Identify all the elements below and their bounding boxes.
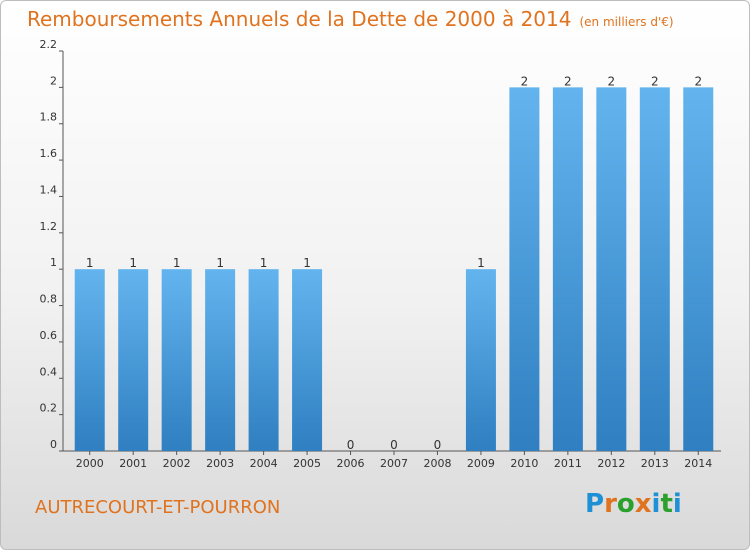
bar <box>292 269 323 451</box>
y-tick-label: 1.6 <box>40 147 58 160</box>
data-label: 1 <box>129 256 137 270</box>
data-label: 1 <box>260 256 268 270</box>
logo-letter: o <box>616 489 635 519</box>
x-tick-label: 2012 <box>597 457 625 470</box>
bar <box>639 87 670 451</box>
data-label: 1 <box>86 256 94 270</box>
data-label: 0 <box>347 438 355 452</box>
proxiti-logo: Proxiti <box>585 489 682 519</box>
bars: 1 1 1 1 1 1 0 0 0 1 2 2 2 2 2 <box>74 74 714 452</box>
data-label: 0 <box>434 438 442 452</box>
x-tick-label: 2008 <box>423 457 451 470</box>
bar <box>465 269 496 451</box>
chart-title: Remboursements Annuels de la Dette de 20… <box>27 7 572 31</box>
x-tick-label: 2005 <box>293 457 321 470</box>
data-label: 1 <box>477 256 485 270</box>
y-tick-label: 0 <box>50 438 57 451</box>
bar <box>161 269 192 451</box>
y-tick-label: 0.2 <box>40 402 58 415</box>
x-tick-label: 2014 <box>684 457 712 470</box>
y-tick-label: 0.8 <box>40 293 58 306</box>
y-tick-label: 1.4 <box>40 183 58 196</box>
logo-letter: t <box>660 489 673 519</box>
title-row: Remboursements Annuels de la Dette de 20… <box>27 7 674 31</box>
bar <box>74 269 105 451</box>
data-label: 2 <box>608 74 616 88</box>
data-label: 2 <box>651 74 659 88</box>
bar <box>596 87 627 451</box>
x-tick-label: 2004 <box>250 457 278 470</box>
logo-letter: r <box>604 489 617 519</box>
y-tick-label: 1.2 <box>40 220 58 233</box>
x-tick-label: 2006 <box>337 457 365 470</box>
x-tick-label: 2007 <box>380 457 408 470</box>
logo-letter: i <box>672 489 682 519</box>
bar <box>683 87 714 451</box>
data-label: 1 <box>216 256 224 270</box>
y-tick-label: 2.2 <box>40 38 58 51</box>
x-tick-label: 2000 <box>76 457 104 470</box>
data-label: 1 <box>173 256 181 270</box>
data-label: 1 <box>303 256 311 270</box>
chart-subtitle: (en milliers d'€) <box>579 15 674 29</box>
x-tick-label: 2011 <box>554 457 582 470</box>
x-tick-label: 2003 <box>206 457 234 470</box>
x-tick-label: 2013 <box>641 457 669 470</box>
y-tick-label: 0.4 <box>40 365 58 378</box>
x-tick-label: 2009 <box>467 457 495 470</box>
data-label: 2 <box>521 74 529 88</box>
logo-letter: x <box>634 489 652 519</box>
bar <box>248 269 279 451</box>
commune-name: AUTRECOURT-ET-POURRON <box>35 497 281 518</box>
bar <box>509 87 540 451</box>
x-tick-label: 2001 <box>119 457 147 470</box>
bar <box>118 269 149 451</box>
y-tick-label: 2 <box>50 74 57 87</box>
data-label: 0 <box>390 438 398 452</box>
logo-letter: P <box>585 489 605 519</box>
y-tick-label: 1 <box>50 256 57 269</box>
data-label: 2 <box>564 74 572 88</box>
bar <box>205 269 236 451</box>
x-tick-label: 2002 <box>163 457 191 470</box>
y-tick-label: 1.8 <box>40 111 58 124</box>
logo-letter: i <box>651 489 661 519</box>
data-label: 2 <box>694 74 702 88</box>
x-tick-label: 2010 <box>510 457 538 470</box>
bar <box>552 87 583 451</box>
y-tick-label: 0.6 <box>40 329 58 342</box>
